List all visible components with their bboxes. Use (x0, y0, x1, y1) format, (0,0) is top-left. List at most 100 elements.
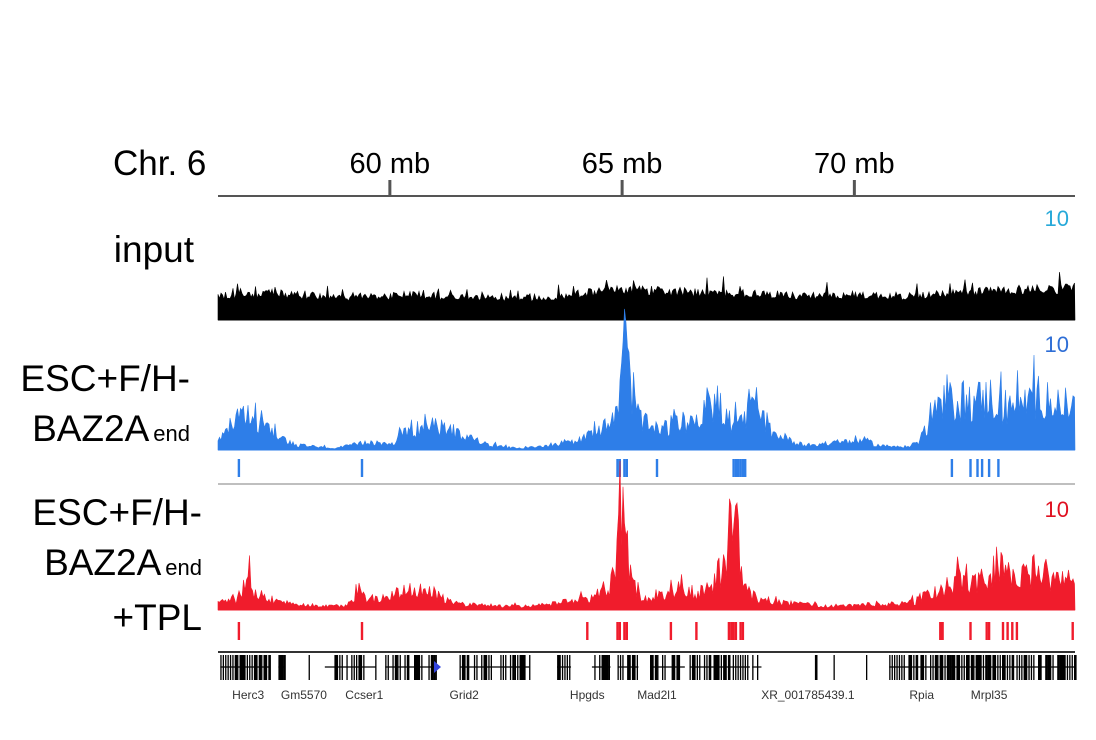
gene-exon (1064, 655, 1066, 680)
gene-exon (662, 655, 664, 680)
peak-call-mark (616, 459, 619, 477)
peak-call-mark (980, 459, 984, 477)
gene-exon (676, 655, 679, 680)
gene-exon (421, 655, 423, 680)
gene-exon (404, 655, 406, 680)
gene-exon (256, 655, 258, 680)
peak-call-mark (976, 459, 979, 477)
gene-exon (1021, 655, 1023, 680)
peak-call-mark (1006, 622, 1009, 640)
gene-exon (691, 655, 695, 680)
gene-exon (689, 655, 691, 680)
gene-exon (975, 655, 979, 680)
gene-exon (674, 655, 676, 680)
gene-exon (564, 655, 566, 680)
gene-exon (473, 655, 476, 680)
gene-exon (394, 655, 398, 680)
track-label-baz2a-tpl-suffix: end (165, 555, 202, 580)
gene-exon (954, 655, 956, 680)
peak-call-mark (969, 459, 972, 477)
gene-exon (718, 655, 720, 680)
peak-call-mark (730, 622, 733, 640)
gene-exon (956, 655, 959, 680)
gene-exon (898, 655, 901, 680)
gene-exon (397, 655, 399, 680)
gene-exon (430, 655, 434, 680)
gene-exon (949, 655, 952, 680)
gene-exon (375, 655, 377, 680)
gene-exon (1045, 655, 1048, 680)
gene-exon (500, 655, 502, 680)
gene-exon (990, 655, 992, 680)
gene-label: Rpia (909, 688, 934, 702)
gene-exon (925, 655, 927, 680)
peak-call-mark (1001, 622, 1005, 640)
track-label-baz2a-line2: BAZ2A end (20, 404, 190, 459)
peak-call-mark (741, 622, 745, 640)
gene-exon (1018, 655, 1021, 680)
gene-exon (418, 655, 421, 680)
gene-exon (678, 655, 681, 680)
gene-exon (278, 655, 281, 680)
gene-exon (987, 655, 991, 680)
gene-exon (982, 655, 985, 680)
gene-exon (351, 655, 353, 680)
gene-exon (934, 655, 938, 680)
gene-exon (509, 655, 512, 680)
gene-exon (416, 655, 419, 680)
gene-exon (742, 655, 744, 680)
gene-exon (889, 655, 891, 680)
gene-exon (1026, 655, 1028, 680)
peak-call-mark (739, 459, 742, 477)
peak-call-mark (732, 622, 735, 640)
peak-call-mark (616, 622, 619, 640)
peak-call-mark (625, 459, 628, 477)
gene-exon (225, 655, 227, 680)
gene-exon (519, 655, 523, 680)
peak-call-mark (727, 622, 731, 640)
gene-exon (901, 655, 903, 680)
peak-call-mark (623, 459, 626, 477)
gene-exon (973, 655, 975, 680)
gene-exon (488, 655, 490, 680)
gene-exon (232, 655, 234, 680)
gene-exon (671, 655, 675, 680)
gene-exon (994, 655, 997, 680)
gene-exon (744, 655, 746, 680)
gene-exon (341, 655, 343, 680)
gene-exon (985, 655, 988, 680)
peak-call-mark (950, 459, 954, 477)
track-2: 10 (217, 460, 1076, 640)
gene-exon (629, 655, 631, 680)
gene-exon (406, 655, 410, 680)
gene-exon (1062, 655, 1065, 680)
gene-exon (634, 655, 636, 680)
gene-exon (725, 655, 727, 680)
gene-exon (650, 655, 653, 680)
gene-exon (1038, 655, 1041, 680)
gene-exon (1059, 655, 1063, 680)
gene-exon (502, 655, 504, 680)
track-0: 10 (217, 206, 1076, 321)
peak-call-mark (941, 622, 944, 640)
gene-exon (1066, 655, 1069, 680)
gene-exon (922, 655, 925, 680)
gene-exon (951, 655, 955, 680)
gene-exon (703, 655, 706, 680)
gene-exon (737, 655, 739, 680)
peak-call-mark (237, 622, 241, 640)
peak-call-mark (623, 622, 626, 640)
gene-exon (490, 655, 492, 680)
gene-exon (833, 655, 835, 680)
peak-call-mark (618, 622, 621, 640)
signal-area (217, 460, 1076, 611)
gene-exon (1071, 655, 1073, 680)
track-scale-label: 10 (1045, 206, 1069, 231)
gene-exon (1033, 655, 1035, 680)
gene-exon (283, 655, 286, 680)
gene-exon (569, 655, 571, 680)
gene-exon (1002, 655, 1005, 680)
gene-exon (664, 655, 666, 680)
gene-exon (237, 655, 239, 680)
gene-label: Ccser1 (345, 688, 383, 702)
